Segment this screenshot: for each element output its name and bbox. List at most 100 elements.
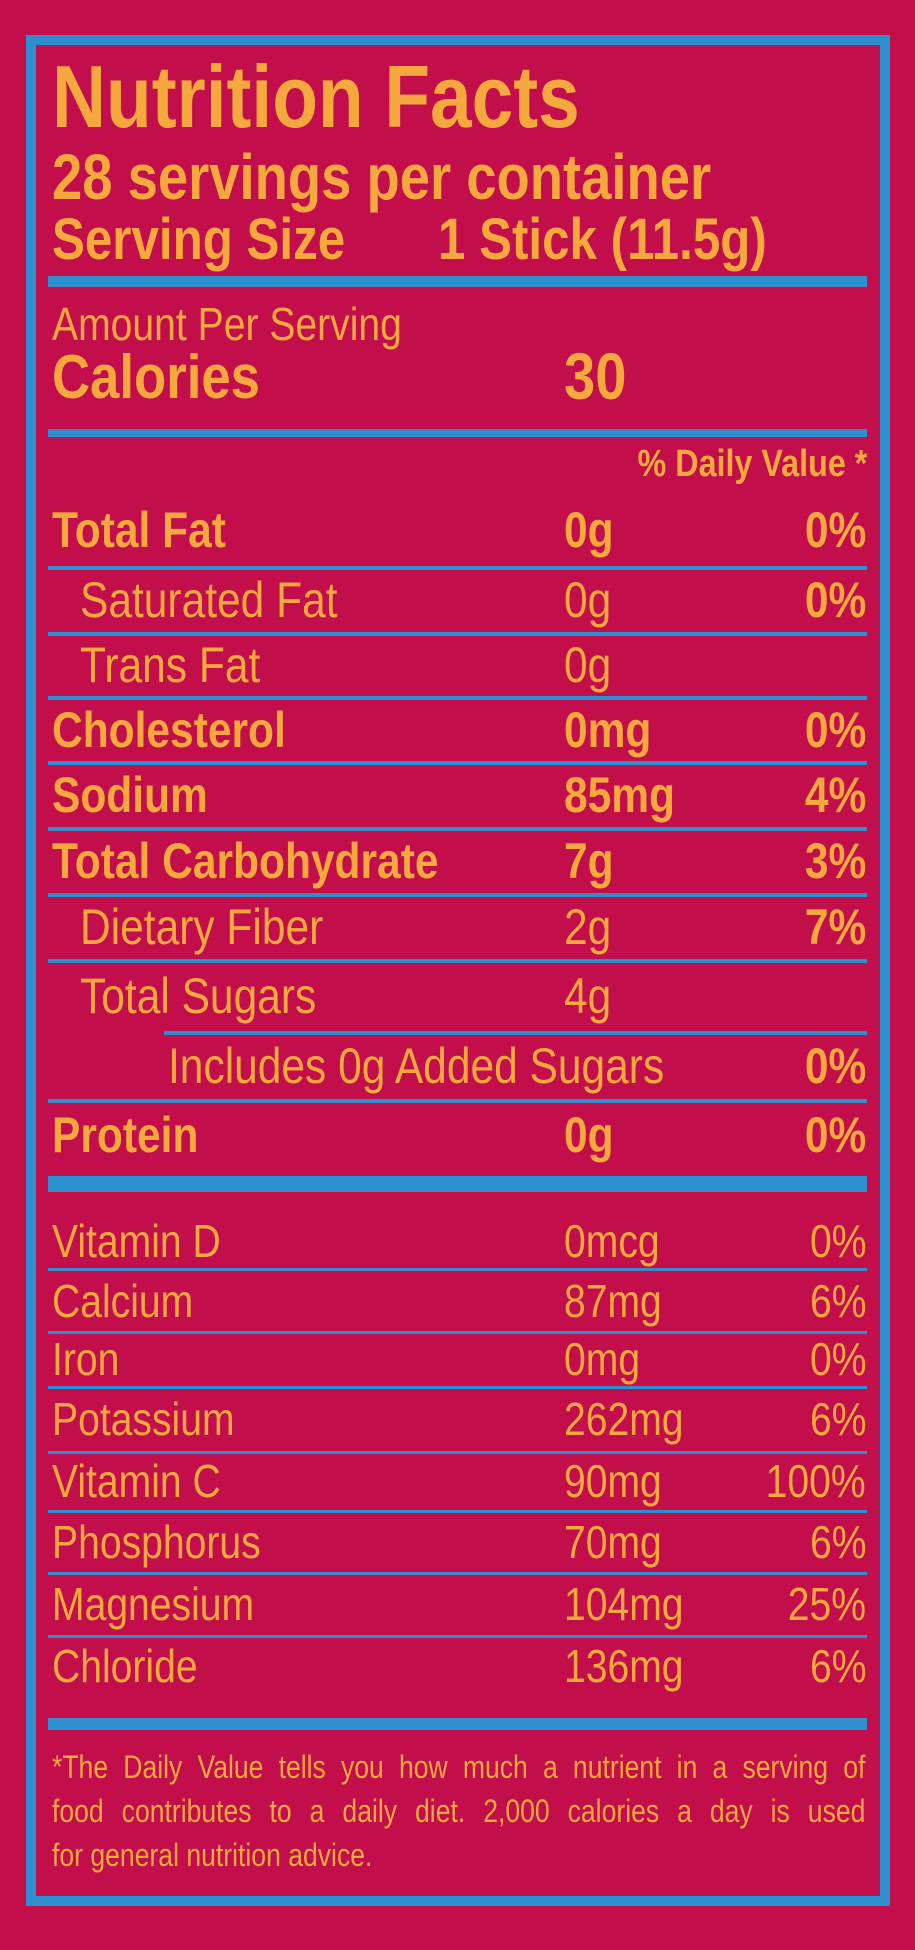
- table-row: Calcium 87mg 6%: [36, 1272, 880, 1331]
- nutrient-name: Saturated Fat: [80, 572, 338, 628]
- divider: [48, 761, 867, 765]
- nutrient-amount: 0mcg: [564, 1214, 660, 1267]
- divider: [48, 429, 867, 437]
- nutrient-amount: 4g: [564, 968, 612, 1024]
- table-row: Includes 0g Added Sugars 0%: [36, 1035, 880, 1099]
- nutrient-name: Sodium: [52, 767, 208, 823]
- nutrient-dv: 6%: [809, 1274, 866, 1327]
- nutrient-name: Calcium: [52, 1274, 194, 1327]
- divider: [48, 1386, 867, 1389]
- nutrient-dv: 6%: [809, 1639, 866, 1692]
- nutrient-amount: 0g: [564, 637, 612, 693]
- nutrient-name: Total Carbohydrate: [52, 833, 439, 889]
- nutrient-dv: 0%: [809, 1333, 866, 1386]
- footnote: *The Daily Value tells you how much a nu…: [52, 1745, 865, 1877]
- servings-per-container: 28 servings per container: [52, 141, 712, 213]
- divider: [48, 1451, 867, 1454]
- divider: [48, 1268, 867, 1271]
- calories-label: Calories: [52, 343, 260, 412]
- nutrient-name: Phosphorus: [52, 1515, 261, 1568]
- nutrient-amount: 0g: [564, 1107, 614, 1163]
- nutrient-amount: 0mg: [564, 701, 652, 758]
- nutrient-dv: 7%: [804, 899, 866, 955]
- divider: [48, 1572, 867, 1575]
- table-row: Vitamin C 90mg 100%: [36, 1454, 880, 1510]
- nutrient-dv: 0%: [804, 1107, 866, 1163]
- table-row: Iron 0mg 0%: [36, 1334, 880, 1386]
- table-row: Magnesium 104mg 25%: [36, 1575, 880, 1635]
- nutrient-dv: 0%: [804, 501, 866, 558]
- divider: [48, 696, 867, 700]
- nutrient-amount: 262mg: [564, 1393, 684, 1446]
- footnote-line: *The Daily Value tells you how much a nu…: [52, 1749, 866, 1785]
- nutrition-label: Nutrition Facts 28 servings per containe…: [26, 35, 890, 1906]
- nutrient-name: Total Fat: [52, 501, 226, 558]
- divider: [48, 827, 867, 831]
- nutrient-name: Protein: [52, 1107, 199, 1163]
- label-title: Nutrition Facts: [52, 53, 673, 141]
- nutrient-amount: 136mg: [564, 1639, 684, 1692]
- table-row: Potassium 262mg 6%: [36, 1389, 880, 1451]
- table-row: Total Fat 0g 0%: [36, 495, 880, 566]
- divider: [48, 566, 867, 570]
- table-row: Cholesterol 0mg 0%: [36, 700, 880, 761]
- thick-separator: [48, 1176, 867, 1192]
- label-title-text: Nutrition Facts: [52, 47, 580, 146]
- nutrient-dv: 6%: [809, 1393, 866, 1446]
- table-row: Vitamin D 0mcg 0%: [36, 1215, 880, 1268]
- nutrient-name: Potassium: [52, 1393, 235, 1446]
- footnote-line: food contributes to a daily diet. 2,000 …: [52, 1793, 866, 1829]
- nutrient-amount: 104mg: [564, 1578, 684, 1631]
- serving-size-value: 1 Stick (11.5g): [438, 207, 767, 272]
- table-row: Phosphorus 70mg 6%: [36, 1513, 880, 1572]
- nutrient-dv: 6%: [809, 1515, 866, 1568]
- calories-value: 30: [564, 339, 627, 413]
- divider: [48, 276, 867, 287]
- divider: [48, 959, 867, 963]
- nutrient-amount: 85mg: [564, 767, 676, 823]
- table-row: Saturated Fat 0g 0%: [36, 570, 880, 632]
- nutrient-name: Vitamin D: [52, 1214, 221, 1267]
- nutrient-name: Iron: [52, 1333, 120, 1386]
- footnote-line: for general nutrition advice.: [52, 1837, 373, 1873]
- nutrient-amount: 0g: [564, 501, 614, 558]
- nutrient-dv: 3%: [804, 833, 866, 889]
- amount-per-serving: Amount Per Serving: [52, 298, 402, 350]
- nutrient-amount: 70mg: [564, 1515, 662, 1568]
- table-row: Total Carbohydrate 7g 3%: [36, 831, 880, 893]
- divider: [48, 893, 867, 897]
- nutrient-amount: 90mg: [564, 1455, 662, 1508]
- table-row: Protein 0g 0%: [36, 1103, 880, 1169]
- divider: [164, 1031, 867, 1035]
- divider: [48, 1331, 867, 1334]
- nutrient-amount: 7g: [564, 833, 614, 889]
- nutrient-name: Dietary Fiber: [80, 899, 324, 955]
- table-row: Total Sugars 4g: [36, 963, 880, 1031]
- nutrient-name: Includes 0g Added Sugars: [168, 1038, 665, 1094]
- nutrient-dv: 0%: [804, 701, 866, 758]
- nutrient-name: Vitamin C: [52, 1455, 221, 1508]
- divider: [48, 1635, 867, 1638]
- nutrient-dv: 0%: [804, 1038, 866, 1094]
- table-row: Trans Fat 0g: [36, 636, 880, 696]
- daily-value-header: % Daily Value *: [637, 443, 867, 485]
- nutrient-name: Cholesterol: [52, 701, 286, 758]
- nutrient-amount: 0mg: [564, 1333, 641, 1386]
- nutrient-dv: 0%: [809, 1214, 866, 1267]
- nutrient-name: Chloride: [52, 1639, 198, 1692]
- nutrient-amount: 2g: [564, 899, 612, 955]
- nutrient-amount: 87mg: [564, 1274, 662, 1327]
- thick-separator: [48, 1718, 867, 1730]
- nutrient-name: Trans Fat: [80, 637, 261, 693]
- table-row: Sodium 85mg 4%: [36, 765, 880, 827]
- nutrient-dv: 0%: [804, 572, 866, 628]
- nutrient-dv: 4%: [804, 767, 866, 823]
- table-row: Chloride 136mg 6%: [36, 1638, 880, 1695]
- nutrient-dv: 100%: [765, 1455, 866, 1508]
- divider: [48, 1099, 867, 1103]
- serving-size-label: Serving Size: [52, 207, 346, 272]
- divider: [48, 632, 867, 636]
- nutrient-dv: 25%: [787, 1578, 866, 1631]
- table-row: Dietary Fiber 2g 7%: [36, 897, 880, 959]
